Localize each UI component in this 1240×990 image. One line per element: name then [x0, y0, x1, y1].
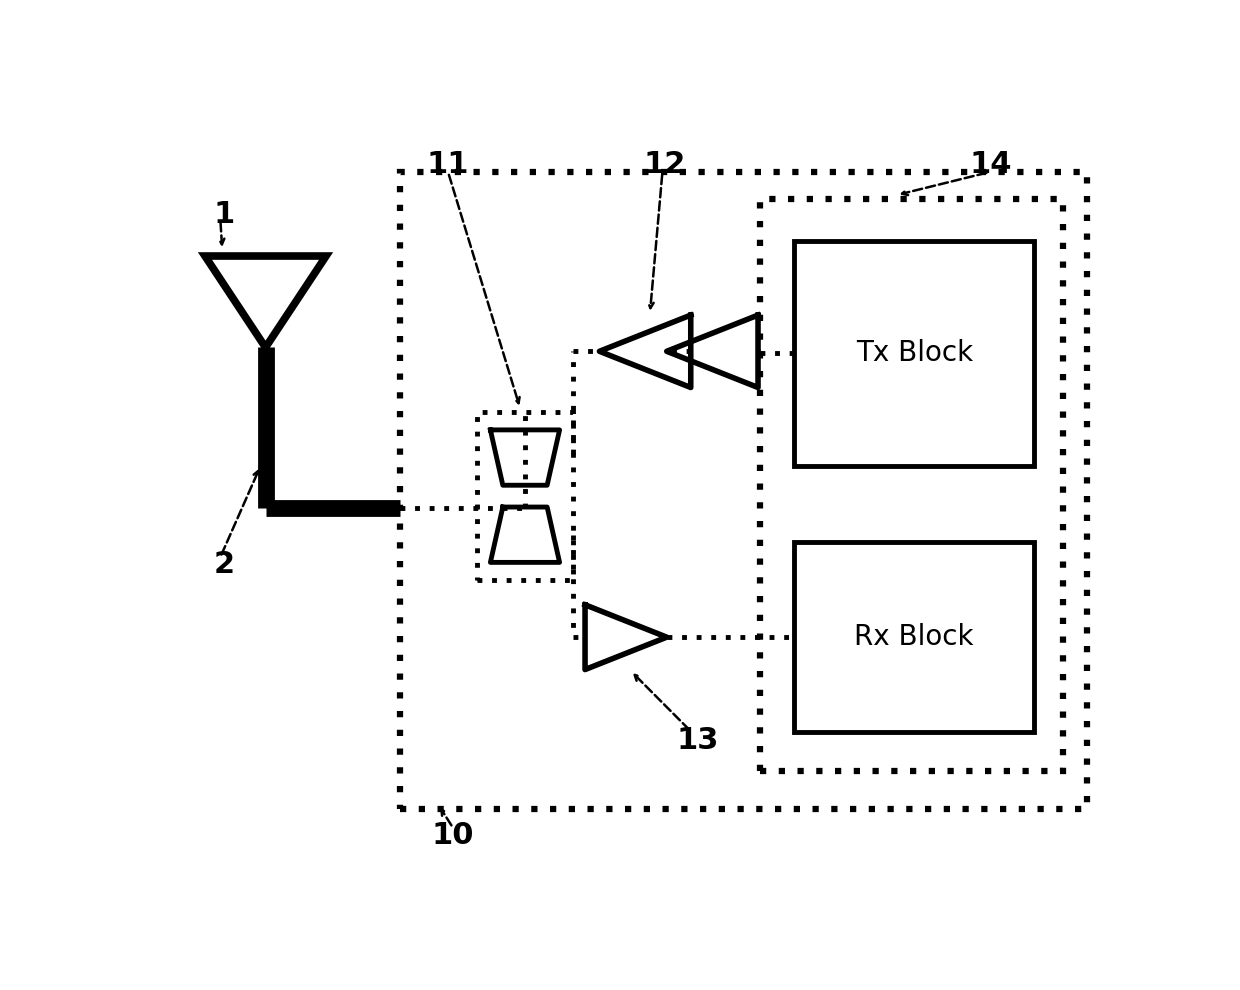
Text: 13: 13 — [677, 726, 719, 754]
Bar — [760, 199, 1063, 770]
Text: 2: 2 — [213, 550, 234, 579]
Text: 1: 1 — [213, 200, 234, 229]
Text: 10: 10 — [432, 821, 474, 849]
Text: 12: 12 — [644, 150, 686, 179]
Text: Tx Block: Tx Block — [856, 340, 972, 367]
Text: 11: 11 — [427, 150, 470, 179]
Bar — [794, 542, 1034, 733]
Text: 14: 14 — [970, 150, 1012, 179]
Bar — [401, 172, 1087, 809]
Bar — [477, 412, 573, 580]
Text: Rx Block: Rx Block — [854, 623, 973, 651]
Bar — [794, 241, 1034, 465]
